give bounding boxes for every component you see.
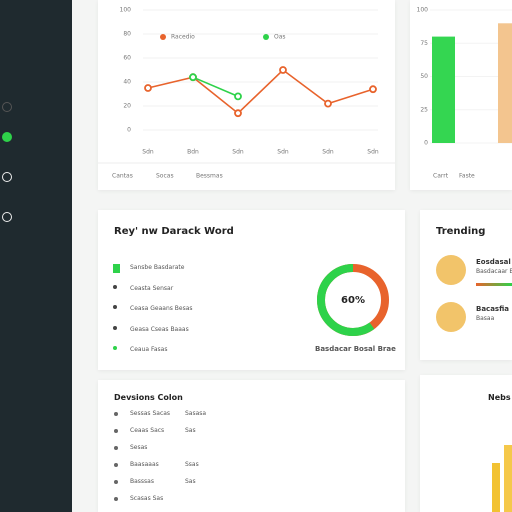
list-bullet: [113, 264, 120, 273]
donut-caption: Basdacar Bosal Brae: [315, 345, 396, 353]
row-cell: Ceaas Sacs: [130, 427, 165, 434]
x-tick-label: Sdn: [277, 149, 289, 156]
list-item: Sansbe Basdarate: [130, 264, 185, 271]
trend-title: Eosdasal: [476, 258, 511, 266]
y-tick-label: 20: [123, 103, 131, 110]
line-series: [192, 76, 239, 98]
legend-label: Oas: [274, 34, 286, 41]
y-tick-label: 100: [120, 7, 132, 14]
bar: [432, 36, 455, 143]
avatar: [436, 255, 466, 285]
point: [234, 109, 242, 118]
mini-bar: [492, 463, 500, 512]
point: [234, 92, 242, 101]
y-tick-label: 0: [424, 140, 428, 147]
sidebar-icon: [2, 212, 12, 222]
point: [369, 85, 377, 94]
sidebar-icon: [2, 102, 12, 112]
report-card: Rey' nw Darack Word 60% Basdacar Bosal B…: [98, 210, 405, 370]
line-chart: 0 20 40 60 80 100 Sdn Bdn Sdn Sdn Sdn Sdn Racedio Oas…: [98, 7, 395, 180]
row-cell: Baasaaas: [130, 461, 159, 468]
list-bullet: [113, 284, 117, 289]
sidebar-icon: [2, 132, 12, 142]
y-tick-label: 25: [420, 106, 428, 113]
trending-card: Trending Eosdasal Basdacaar Basas Bacasfia…: [420, 210, 512, 360]
y-tick-label: 60: [123, 55, 131, 62]
row-bullet: [114, 412, 118, 416]
y-tick-label: 40: [123, 79, 131, 86]
row-bullet: [114, 446, 118, 450]
list-bullet: [113, 305, 117, 309]
y-tick-label: 100: [417, 7, 429, 14]
list-bullet: [113, 325, 117, 330]
list-title: Devsions Colon: [114, 393, 183, 402]
bar: [498, 23, 512, 143]
y-tick-label: 80: [123, 31, 131, 38]
trend-sub: Basdacaar Basas: [476, 268, 512, 275]
list-item: Ceasta Sensar: [130, 284, 174, 292]
tab[interactable]: Cantas: [112, 173, 133, 180]
sidebar: [0, 0, 72, 512]
sidebar-icon: [2, 172, 12, 182]
row-bullet: [114, 429, 118, 433]
list-item: Ceaua Fasas: [130, 346, 168, 353]
row-cell: Sas: [185, 478, 196, 485]
point: [189, 73, 197, 82]
donut-value: [317, 264, 389, 336]
bar-chart: 0 25 50 75 100 Carrt Faste: [417, 7, 512, 180]
list-card: Devsions Colon Sessas Sacas Sasasa Ceaas S…: [98, 380, 405, 512]
tab[interactable]: Bessmas: [196, 173, 223, 180]
legend-dot: [263, 34, 269, 40]
tab[interactable]: Socas: [156, 173, 174, 180]
row-cell: Sas: [185, 427, 196, 434]
x-tick-label: Sdn: [322, 149, 334, 156]
legend-label: Racedio: [171, 34, 195, 41]
y-tick-label: 75: [420, 40, 428, 47]
trending-title: Trending: [436, 226, 486, 237]
row-bullet: [114, 480, 118, 484]
y-tick-label: 0: [127, 127, 131, 134]
mini-title: Nebs: [488, 393, 511, 402]
row-bullet: [114, 463, 118, 467]
x-tick-label: Bdn: [187, 149, 199, 156]
row-bullet: [114, 497, 118, 501]
list-item: Ceasa Geaans Besas: [130, 305, 193, 312]
avatar: [436, 302, 466, 332]
report-title: Rey' nw Darack Word: [114, 226, 234, 237]
x-tick-label: Sdn: [367, 149, 379, 156]
x-tick-label: Sdn: [142, 149, 154, 156]
list-bullet: [113, 346, 117, 350]
mini-card: Nebs: [420, 375, 512, 512]
line-card: 0 20 40 60 80 100 Sdn Bdn Sdn Sdn Sdn Sdn Racedio Oas…: [98, 0, 395, 190]
line-series: [147, 68, 374, 115]
x-tick-label: Faste: [459, 173, 475, 180]
legend-dot: [160, 34, 166, 40]
y-tick-label: 50: [420, 73, 428, 80]
trend-title: Bacasfia Basad: [476, 305, 512, 313]
point: [144, 84, 152, 92]
list-item: Geasa Cseas Baaas: [130, 325, 189, 333]
row-cell: Sasasa: [185, 410, 207, 417]
row-cell: Sesas: [130, 444, 148, 451]
row-cell: Basssas: [130, 478, 154, 485]
donut-label: 60%: [341, 295, 365, 306]
row-cell: Ssas: [185, 461, 199, 468]
bar-card: 0 25 50 75 100 Carrt Faste: [410, 0, 512, 190]
mini-bar: [504, 445, 512, 512]
trend-sub: Basaa: [476, 315, 495, 322]
point: [324, 99, 332, 108]
row-cell: Scasas Sas: [130, 495, 164, 502]
x-tick-label: Sdn: [232, 149, 244, 156]
donut: 60%: [317, 264, 389, 336]
row-cell: Sessas Sacas: [130, 410, 171, 417]
x-tick-label: Carrt: [433, 173, 449, 180]
progress: [476, 283, 512, 286]
point: [279, 66, 287, 74]
